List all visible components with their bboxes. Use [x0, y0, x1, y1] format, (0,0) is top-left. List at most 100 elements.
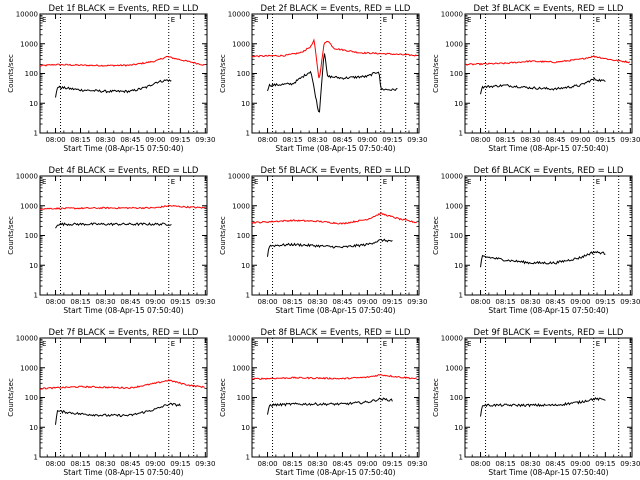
y-axis-label: Counts/sec	[7, 54, 15, 93]
y-tick-label: 10	[454, 100, 463, 108]
x-axis-label: Start Time (08-Apr-15 07:50:40)	[63, 144, 183, 153]
panel-title: Det 3f BLACK = Events, RED = LLD	[474, 4, 624, 14]
x-tick-label: 08:00	[257, 136, 277, 144]
y-axis-label: Counts/sec	[432, 54, 440, 93]
y-tick-label: 10	[29, 424, 38, 432]
x-tick-label: 08:30	[307, 136, 327, 144]
x-tick-label: 09:15	[382, 460, 402, 468]
panel-9: Det 9f BLACK = Events, RED = LLD 1 10 100 10…	[432, 328, 640, 477]
y-tick-label: 10	[241, 262, 250, 270]
y-tick-label: 1	[246, 130, 250, 138]
y-tick-label: 10000	[228, 173, 250, 181]
x-axis-label: Start Time (08-Apr-15 07:50:40)	[488, 144, 608, 153]
x-tick-label: 09:00	[357, 460, 377, 468]
y-tick-label: 1	[34, 130, 38, 138]
x-tick-label: 08:45	[332, 136, 352, 144]
x-tick-label: 09:15	[595, 136, 615, 144]
x-axis-label: Start Time (08-Apr-15 07:50:40)	[275, 468, 395, 477]
marker-flag-label: E	[383, 178, 387, 186]
x-axis-label: Start Time (08-Apr-15 07:50:40)	[63, 306, 183, 315]
y-tick-label: 1000	[232, 40, 250, 48]
x-tick-label: 08:30	[520, 460, 540, 468]
x-tick-label: 08:30	[95, 298, 115, 306]
panel-title: Det 7f BLACK = Events, RED = LLD	[49, 328, 199, 338]
plot-frame	[464, 13, 633, 134]
x-tick-label: 08:15	[70, 298, 90, 306]
marker-flag-label: E	[467, 340, 471, 348]
lld-series-line	[39, 55, 205, 67]
lld-series-line	[464, 55, 631, 66]
y-tick-label: 1	[459, 130, 463, 138]
y-tick-label: 10000	[441, 11, 463, 19]
y-axis-label: Counts/sec	[432, 378, 440, 417]
marker-flag-label: E	[42, 340, 46, 348]
x-tick-label: 08:00	[257, 298, 277, 306]
x-tick-label: 09:15	[595, 460, 615, 468]
y-tick-label: 10000	[16, 11, 38, 19]
marker-flag-label: E	[171, 16, 175, 24]
y-tick-label: 100	[25, 232, 38, 240]
y-tick-label: 10	[241, 100, 250, 108]
marker-flag-label: E	[254, 16, 258, 24]
plot-frame	[39, 175, 208, 296]
marker-flag-label: E	[171, 178, 175, 186]
x-tick-label: 08:30	[307, 298, 327, 306]
x-tick-label: 08:15	[282, 298, 302, 306]
marker-flag-label: E	[467, 16, 471, 24]
y-tick-label: 1000	[445, 40, 463, 48]
y-tick-label: 1	[34, 292, 38, 300]
x-tick-label: 08:00	[257, 460, 277, 468]
marker-flag-label: E	[467, 178, 471, 186]
y-tick-label: 10	[454, 262, 463, 270]
x-tick-label: 09:30	[407, 460, 427, 468]
x-tick-label: 08:00	[470, 298, 490, 306]
marker-flag-label: E	[42, 16, 46, 24]
x-axis-label: Start Time (08-Apr-15 07:50:40)	[275, 144, 395, 153]
x-tick-label: 08:45	[545, 298, 565, 306]
y-tick-label: 10	[454, 424, 463, 432]
marker-flag-label: E	[383, 16, 387, 24]
events-series-line	[480, 77, 606, 95]
x-axis-label: Start Time (08-Apr-15 07:50:40)	[488, 468, 608, 477]
y-tick-label: 100	[450, 394, 463, 402]
y-tick-label: 1000	[20, 202, 38, 210]
events-series-line	[267, 53, 398, 113]
x-tick-label: 09:00	[145, 136, 165, 144]
x-tick-label: 08:15	[495, 136, 515, 144]
y-tick-label: 1	[459, 454, 463, 462]
x-tick-label: 09:15	[170, 460, 190, 468]
y-tick-label: 100	[25, 70, 38, 78]
x-tick-label: 08:45	[332, 298, 352, 306]
y-tick-label: 100	[237, 394, 250, 402]
x-tick-label: 08:30	[520, 298, 540, 306]
y-tick-label: 100	[450, 232, 463, 240]
marker-flag-label: E	[42, 178, 46, 186]
x-tick-label: 08:00	[470, 460, 490, 468]
x-tick-label: 09:15	[382, 298, 402, 306]
panel-1: Det 1f BLACK = Events, RED = LLD 1 10 100 10…	[7, 4, 215, 153]
panel-title: Det 6f BLACK = Events, RED = LLD	[474, 166, 624, 176]
events-series-line	[480, 397, 606, 417]
events-series-line	[55, 79, 172, 98]
x-tick-label: 08:15	[70, 136, 90, 144]
y-tick-label: 10000	[16, 173, 38, 181]
panel-title: Det 8f BLACK = Events, RED = LLD	[261, 328, 411, 338]
x-tick-label: 09:30	[195, 298, 215, 306]
lld-series-line	[251, 373, 417, 380]
x-tick-label: 09:30	[195, 136, 215, 144]
events-series-line	[480, 250, 606, 268]
x-tick-label: 08:15	[70, 460, 90, 468]
x-tick-label: 09:00	[570, 298, 590, 306]
x-tick-label: 09:00	[570, 460, 590, 468]
x-tick-label: 09:15	[595, 298, 615, 306]
panel-title: Det 9f BLACK = Events, RED = LLD	[474, 328, 624, 338]
x-tick-label: 08:30	[520, 136, 540, 144]
panel-2: Det 2f BLACK = Events, RED = LLD 1 10 100 10…	[219, 4, 427, 153]
y-tick-label: 1000	[232, 364, 250, 372]
marker-flag-label: E	[171, 340, 175, 348]
events-series-line	[267, 397, 393, 415]
x-tick-label: 08:45	[120, 298, 140, 306]
x-tick-label: 09:30	[407, 298, 427, 306]
x-tick-label: 08:00	[470, 136, 490, 144]
